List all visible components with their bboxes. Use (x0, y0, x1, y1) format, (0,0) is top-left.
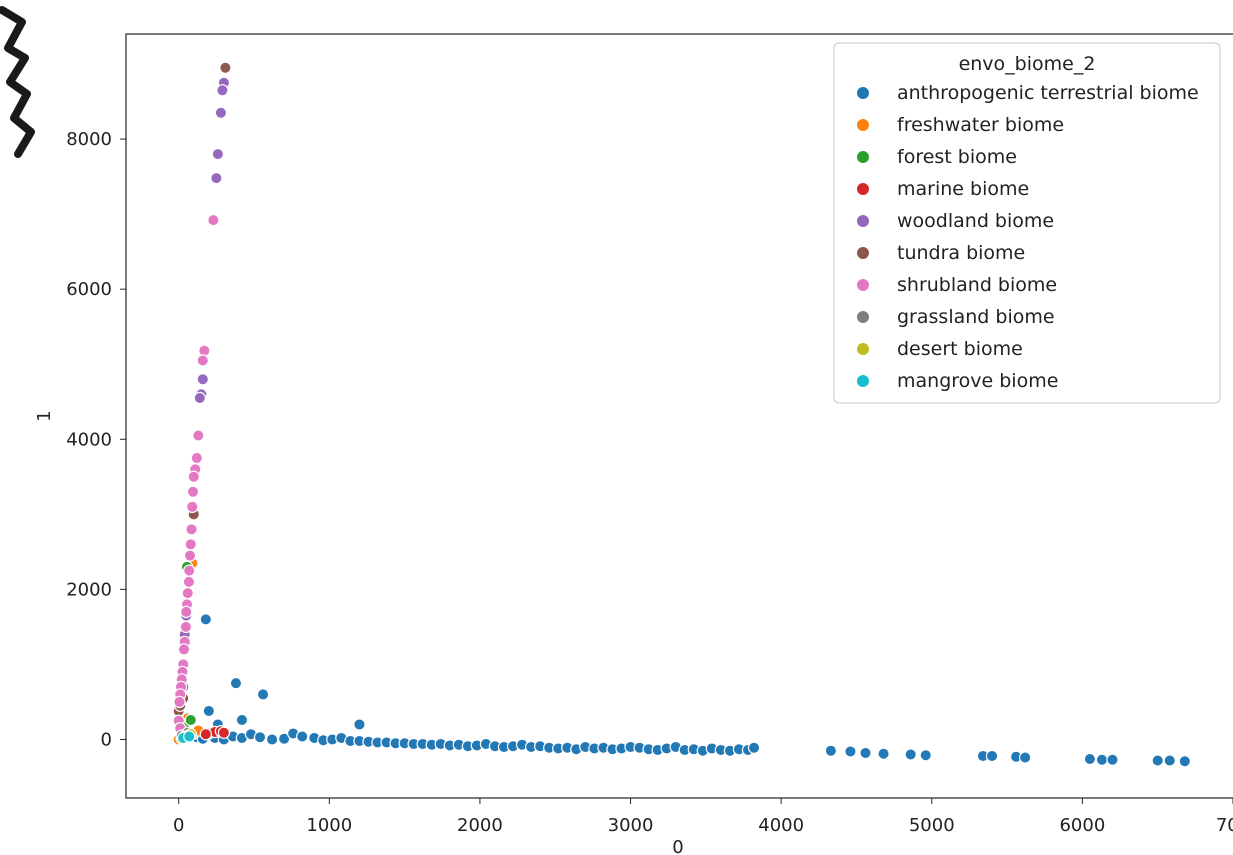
point-3-4 (199, 728, 213, 741)
y-tick-label-2: 4000 (66, 429, 112, 450)
point-0-2 (256, 688, 270, 701)
legend-label-8: desert biome (897, 338, 1023, 360)
point-6-11 (183, 549, 197, 562)
decorative-edge-mark (0, 6, 35, 158)
legend-title: envo_biome_2 (959, 53, 1096, 75)
x-tick-label-0: 0 (173, 815, 184, 836)
point-4-2 (214, 106, 228, 120)
axes: 0100020003000400050006000700020004000600… (34, 129, 1233, 855)
point-6-8 (186, 500, 199, 514)
point-0-69 (747, 741, 761, 754)
point-6-6 (187, 470, 200, 483)
point-0-74 (904, 748, 917, 761)
legend-label-7: grassland biome (897, 306, 1055, 328)
legend-marker-4 (856, 214, 870, 228)
point-6-4 (190, 451, 203, 465)
legend-marker-7 (856, 310, 870, 324)
legend-marker-1 (856, 118, 870, 132)
point-0-79 (1018, 751, 1032, 764)
legend-box (833, 42, 1221, 404)
point-0-70 (824, 744, 838, 757)
legend-label-9: mangrove biome (897, 370, 1058, 392)
point-6-16 (180, 605, 193, 619)
point-3-3 (217, 726, 231, 739)
x-tick-label-5: 5000 (909, 815, 955, 836)
point-0-19 (296, 730, 309, 743)
point-0-72 (859, 746, 872, 760)
x-tick-label-4: 4000 (758, 815, 804, 836)
y-tick-label-4: 8000 (66, 129, 112, 150)
point-0-4 (202, 704, 216, 718)
point-0-81 (1095, 753, 1109, 766)
point-6-3 (192, 429, 205, 442)
point-6-13 (182, 575, 196, 589)
point-4-1 (216, 84, 229, 97)
point-0-71 (844, 745, 857, 758)
point-0-17 (277, 732, 291, 745)
point-5-0 (219, 61, 232, 74)
point-0-1 (229, 676, 243, 690)
point-9-1 (183, 730, 196, 743)
x-tick-label-7: 700 (1216, 815, 1233, 836)
legend-label-3: marine biome (897, 178, 1029, 200)
legend-marker-5 (856, 246, 870, 260)
legend: envo_biome_2 anthropogenic terrestrial bi… (833, 42, 1221, 404)
point-6-2 (196, 354, 210, 367)
point-6-0 (207, 213, 220, 227)
point-6-17 (179, 620, 193, 634)
point-0-15 (253, 731, 267, 744)
legend-marker-9 (856, 374, 870, 388)
point-4-5 (196, 373, 210, 386)
x-tick-label-2: 2000 (457, 815, 503, 836)
point-0-75 (919, 749, 932, 762)
legend-marker-8 (856, 342, 870, 356)
legend-label-6: shrubland biome (897, 274, 1057, 296)
legend-marker-6 (856, 278, 870, 292)
point-2-2 (184, 713, 197, 727)
legend-label-5: tundra biome (897, 242, 1025, 264)
point-6-7 (186, 485, 200, 498)
point-0-83 (1151, 754, 1164, 767)
point-6-14 (181, 586, 194, 600)
legend-label-4: woodland biome (897, 210, 1054, 232)
point-6-9 (185, 523, 198, 536)
point-0-0 (199, 613, 213, 626)
x-tick-label-3: 3000 (608, 815, 654, 836)
y-tick-label-1: 2000 (66, 579, 112, 600)
legend-label-2: forest biome (897, 146, 1017, 168)
x-tick-label-6: 6000 (1059, 815, 1105, 836)
point-6-25 (173, 695, 186, 709)
legend-marker-2 (856, 150, 870, 164)
point-6-12 (183, 564, 196, 577)
y-axis-label: 1 (34, 410, 55, 421)
legend-marker-0 (856, 86, 870, 100)
y-tick-label-0: 0 (101, 729, 112, 750)
point-0-85 (1178, 755, 1192, 768)
legend-marker-3 (856, 182, 870, 196)
point-0-16 (265, 733, 279, 746)
point-6-10 (184, 538, 197, 551)
point-0-80 (1083, 752, 1097, 766)
point-6-19 (177, 643, 191, 656)
point-0-5 (235, 713, 249, 727)
y-tick-label-3: 6000 (66, 279, 112, 300)
point-0-3 (353, 718, 366, 731)
legend-label-0: anthropogenic terrestrial biome (897, 82, 1199, 104)
x-tick-label-1: 1000 (306, 815, 352, 836)
point-4-4 (210, 171, 223, 185)
point-4-3 (211, 147, 225, 161)
point-0-82 (1106, 753, 1119, 766)
legend-label-1: freshwater biome (897, 114, 1064, 136)
point-0-73 (877, 747, 890, 760)
data-points (172, 61, 1192, 768)
x-axis-label: 0 (672, 837, 683, 855)
point-0-77 (985, 749, 999, 763)
point-0-84 (1163, 754, 1176, 767)
point-4-7 (193, 391, 206, 405)
